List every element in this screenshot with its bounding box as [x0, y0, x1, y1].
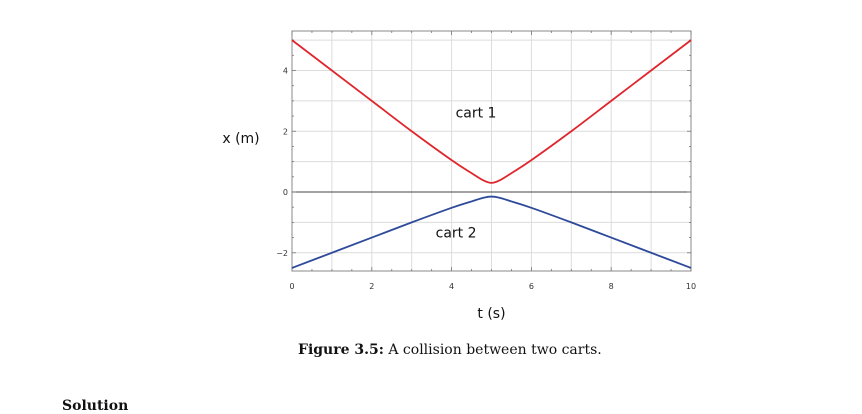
annotation-label: cart 2: [436, 226, 477, 242]
series-line-1: [291, 39, 692, 184]
x-tick-label: 4: [449, 282, 454, 291]
annotation-label: cart 1: [456, 106, 497, 122]
y-tick-label: 4: [283, 66, 288, 75]
figure-caption: Figure 3.5: A collision between two cart…: [298, 342, 602, 358]
series: [291, 39, 692, 269]
annotations: cart 1 cart 2: [436, 106, 497, 242]
y-axis-label: x (m): [222, 131, 259, 147]
x-axis-label: t (s): [477, 306, 505, 322]
x-tick-label: 8: [609, 282, 614, 291]
ticks: 0 2 4 6 8 10 −2 0 2 4: [276, 31, 696, 291]
caption-label: Figure 3.5:: [298, 342, 384, 358]
next-heading: Solution: [62, 398, 129, 414]
y-tick-label: −2: [276, 249, 288, 258]
x-tick-label: 10: [686, 282, 696, 291]
x-tick-label: 0: [289, 282, 294, 291]
x-tick-label: 6: [529, 282, 534, 291]
grid: [291, 31, 692, 271]
caption-text: A collision between two carts.: [388, 342, 602, 358]
x-tick-label: 2: [369, 282, 374, 291]
y-tick-label: 2: [283, 127, 288, 136]
series-line-2: [291, 195, 692, 269]
y-tick-label: 0: [283, 188, 288, 197]
